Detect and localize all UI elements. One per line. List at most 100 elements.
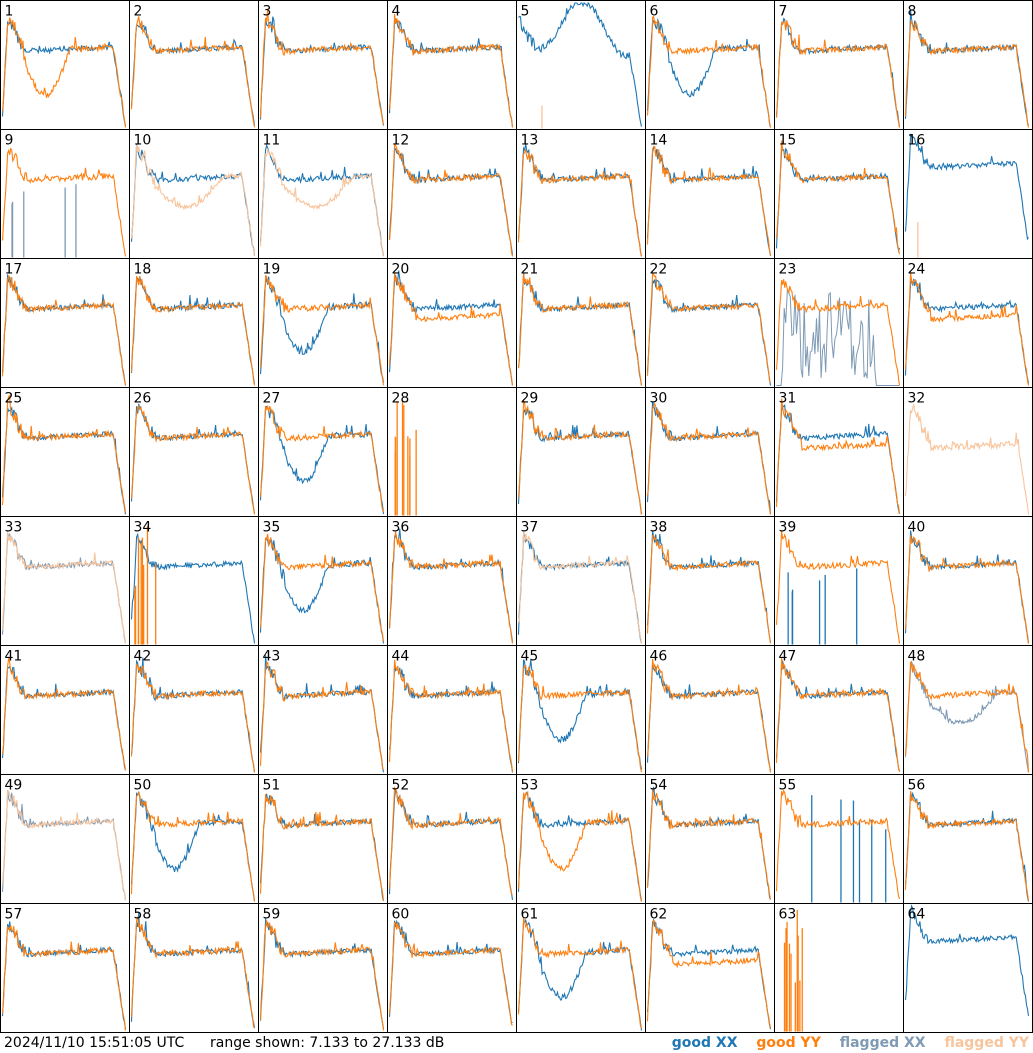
yy-series	[130, 662, 256, 773]
panel-8: 8	[903, 0, 1033, 130]
yy-series	[259, 661, 385, 771]
panel-label: 61	[521, 907, 539, 923]
yy-series	[646, 402, 772, 515]
panel-3: 3	[258, 0, 388, 130]
panel-frame	[129, 258, 259, 388]
panel-label: 30	[650, 391, 668, 407]
panel-label: 25	[5, 391, 23, 407]
yy-series	[1, 394, 127, 513]
panel-20: 20	[387, 258, 517, 388]
xx-series	[388, 528, 514, 643]
panel-15: 15	[774, 129, 904, 259]
panel-label: 55	[779, 778, 797, 794]
panel-frame	[258, 0, 388, 130]
panel-37: 37	[516, 516, 646, 646]
panel-41: 41	[0, 645, 130, 775]
xx-series	[904, 278, 1030, 384]
panel-9: 9	[0, 129, 130, 259]
panel-frame	[645, 516, 775, 646]
yy-series	[904, 272, 1030, 386]
panel-36: 36	[387, 516, 517, 646]
panel-label: 34	[134, 520, 152, 536]
panel-44: 44	[387, 645, 517, 775]
panel-label: 37	[521, 520, 539, 536]
panel-label: 53	[521, 778, 539, 794]
panel-frame	[0, 903, 130, 1033]
panel-frame	[903, 645, 1033, 775]
panel-frame	[903, 903, 1033, 1033]
panel-frame	[774, 774, 904, 904]
panel-48: 48	[903, 645, 1033, 775]
panel-frame	[0, 774, 130, 904]
panel-frame	[387, 516, 517, 646]
panel-label: 63	[779, 907, 797, 923]
xx-series	[904, 904, 1030, 1016]
panel-frame	[774, 903, 904, 1033]
yy-series	[388, 921, 513, 1026]
panel-39: 39	[774, 516, 904, 646]
panel-label: 41	[5, 649, 23, 665]
panel-frame	[387, 258, 517, 388]
panel-35: 35	[258, 516, 388, 646]
yy-series	[259, 793, 385, 901]
panel-frame	[258, 645, 388, 775]
panel-label: 15	[779, 133, 797, 149]
panel-17: 17	[0, 258, 130, 388]
panel-label: 12	[392, 133, 410, 149]
xx-series	[646, 918, 772, 1030]
legend-flagged-yy: flagged YY	[944, 1035, 1029, 1051]
panel-frame	[903, 516, 1033, 646]
yy-series	[775, 279, 901, 386]
panel-23: 23	[774, 258, 904, 388]
panel-label: 8	[908, 4, 917, 20]
xx-series	[646, 279, 772, 386]
panel-18: 18	[129, 258, 259, 388]
yy-series	[517, 531, 643, 644]
yy-series	[646, 789, 772, 900]
yy-series	[1, 275, 127, 386]
panel-frame	[903, 0, 1033, 130]
yy-series	[130, 16, 256, 128]
yy-series	[646, 15, 772, 128]
panel-label: 59	[263, 907, 281, 923]
panel-label: 46	[650, 649, 668, 665]
yy-series	[904, 535, 1030, 644]
yy-series	[904, 404, 1030, 515]
panel-45: 45	[516, 645, 646, 775]
panel-38: 38	[645, 516, 775, 646]
panel-11: 11	[258, 129, 388, 259]
panel-label: 11	[263, 133, 281, 149]
yy-series	[517, 398, 643, 515]
yy-series	[517, 917, 643, 1029]
panel-31: 31	[774, 387, 904, 517]
panel-label: 22	[650, 262, 668, 278]
xx-series	[130, 403, 256, 514]
yy-series	[646, 534, 772, 644]
panel-frame	[774, 645, 904, 775]
yy-series	[646, 658, 772, 773]
panel-frame	[903, 387, 1033, 517]
panel-frame	[258, 258, 388, 388]
yy-series	[259, 8, 385, 125]
panel-34: 34	[129, 516, 259, 646]
panel-frame	[645, 774, 775, 904]
panel-64: 64	[903, 903, 1033, 1033]
panel-47: 47	[774, 645, 904, 775]
panel-label: 10	[134, 133, 152, 149]
panel-52: 52	[387, 774, 517, 904]
panel-label: 28	[392, 391, 410, 407]
xx-series	[130, 913, 256, 1029]
panel-label: 13	[521, 133, 539, 149]
panel-frame	[129, 0, 259, 130]
xx-series	[388, 18, 514, 128]
panel-label: 48	[908, 649, 926, 665]
panel-frame	[774, 387, 904, 517]
yy-series	[388, 531, 514, 644]
panel-frame	[129, 903, 259, 1033]
panel-label: 35	[263, 520, 281, 536]
xx-series	[518, 1, 643, 127]
panel-frame	[903, 129, 1033, 259]
panel-5: 5	[516, 0, 646, 130]
panel-19: 19	[258, 258, 388, 388]
